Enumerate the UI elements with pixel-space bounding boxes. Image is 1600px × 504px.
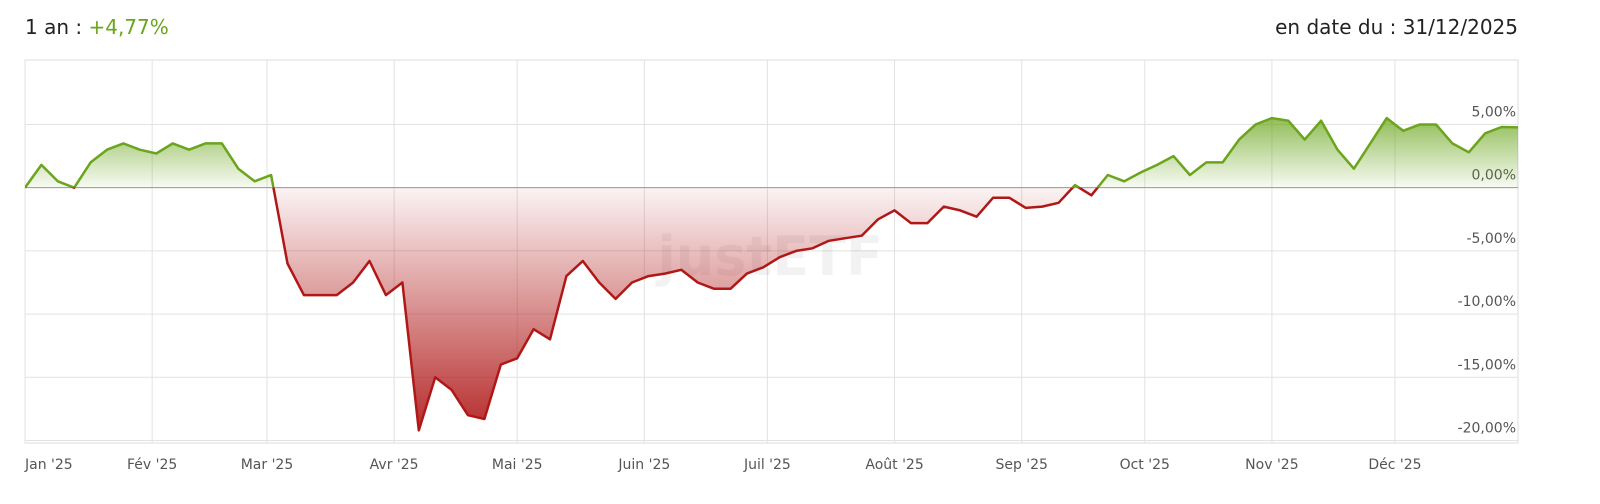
y-tick-label: -15,00% [1458,357,1516,373]
x-tick-label: Oct '25 [1120,457,1170,473]
y-tick-label: -20,00% [1458,420,1516,436]
performance: +4,77% [88,15,168,39]
x-tick-label: Nov '25 [1245,457,1298,473]
x-tick-label: Juin '25 [617,457,670,473]
x-tick-label: Juil '25 [743,457,791,473]
x-tick-label: Sep '25 [995,457,1048,473]
x-tick-label: Déc '25 [1368,457,1421,473]
line-positive [25,116,1518,188]
header-label: 1 an : +4,77% [25,15,169,39]
x-tick-label: Avr '25 [370,457,419,473]
x-tick-label: Fév '25 [127,457,177,473]
date-label: en date du : 31/12/2025 [1275,15,1518,39]
y-tick-label: -10,00% [1458,294,1516,310]
y-tick-label: 5,00% [1472,104,1516,120]
x-tick-label: Mai '25 [492,457,543,473]
line-negative [25,187,1100,432]
x-tick-label: Mar '25 [241,457,294,473]
y-tick-label: -5,00% [1466,231,1516,247]
x-tick-label: Jan '25 [24,457,73,473]
x-tick-label: Août '25 [865,457,923,473]
period-label: 1 an : [25,15,82,39]
area-negative [25,187,1518,431]
area-positive [25,118,1518,188]
